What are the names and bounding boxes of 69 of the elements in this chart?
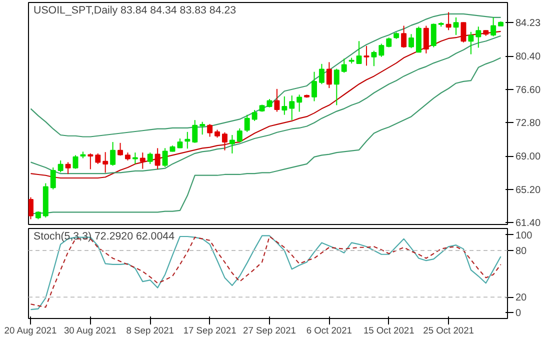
x-tick-label: 30 Aug 2021 xyxy=(64,326,116,336)
chart-title: USOIL_SPT,Daily 83.84 84.34 83.83 84.23 xyxy=(34,4,236,16)
candlestick xyxy=(236,128,242,143)
candlestick xyxy=(341,58,347,74)
y-tick-label: 20 xyxy=(516,292,528,304)
candlestick xyxy=(476,26,482,48)
candlestick xyxy=(274,88,280,112)
candlestick xyxy=(58,160,64,173)
candlestick xyxy=(423,25,429,54)
y-tick-label: 80 xyxy=(516,246,528,257)
y-tick-label: 84.23 xyxy=(516,18,541,29)
candlestick xyxy=(252,109,258,122)
candlestick xyxy=(192,120,198,144)
candlestick xyxy=(408,34,414,49)
candlestick xyxy=(282,96,288,116)
candlestick xyxy=(28,196,34,220)
candlestick xyxy=(289,95,295,121)
candlestick xyxy=(326,62,332,89)
candlestick xyxy=(162,148,168,168)
candlestick xyxy=(184,131,190,150)
y-tick-label: 65.20 xyxy=(516,184,541,196)
candlestick xyxy=(200,121,206,136)
candlestick xyxy=(312,71,317,102)
y-tick-label: 0 xyxy=(516,308,522,320)
candlestick xyxy=(334,68,340,106)
candlestick xyxy=(147,152,153,164)
candlestick xyxy=(140,152,146,170)
candlestick xyxy=(460,22,466,43)
candlestick xyxy=(95,152,101,164)
y-tick-label: 76.60 xyxy=(516,84,541,96)
candlestick xyxy=(401,25,407,48)
candlestick xyxy=(296,94,302,112)
x-tick-label: 6 Oct 2021 xyxy=(306,326,352,336)
candlestick xyxy=(154,148,160,170)
candlestick xyxy=(386,37,392,48)
candlestick xyxy=(88,152,94,170)
candlestick xyxy=(229,134,235,154)
candlestick xyxy=(244,114,250,132)
candlestick xyxy=(110,142,116,166)
candlestick xyxy=(430,23,436,48)
x-tick-label: 27 Sep 2021 xyxy=(243,326,296,336)
candlestick xyxy=(118,142,124,156)
x-tick-label: 15 Oct 2021 xyxy=(363,326,414,336)
x-tick-label: 17 Sep 2021 xyxy=(183,326,236,336)
candlestick xyxy=(490,16,496,37)
candlestick xyxy=(222,132,228,151)
candlestick xyxy=(318,63,324,85)
y-tick-label: 69.00 xyxy=(516,152,541,163)
candlestick xyxy=(378,43,384,58)
candlestick xyxy=(468,31,474,55)
y-tick-label: 72.80 xyxy=(516,118,541,130)
chart-title: Stoch(5,3,3) 72.2920 62.0044 xyxy=(34,230,175,242)
x-tick-label: 25 Oct 2021 xyxy=(423,326,474,336)
candlestick xyxy=(416,26,422,54)
y-tick-label: 80.40 xyxy=(516,52,541,63)
candlestick xyxy=(453,16,459,36)
candlestick xyxy=(371,50,377,67)
candlestick xyxy=(102,152,108,174)
x-tick-label: 20 Aug 2021 xyxy=(4,326,57,336)
candlestick xyxy=(50,166,56,190)
candlestick xyxy=(356,40,362,64)
candlestick xyxy=(364,45,370,66)
candlestick xyxy=(446,12,452,31)
candlestick xyxy=(207,124,213,138)
candlestick xyxy=(65,162,71,175)
y-tick-label: 61.40 xyxy=(516,218,541,230)
y-tick-label: 100 xyxy=(516,230,533,242)
candlestick xyxy=(72,154,78,170)
x-tick-label: 8 Sep 2021 xyxy=(126,326,174,336)
